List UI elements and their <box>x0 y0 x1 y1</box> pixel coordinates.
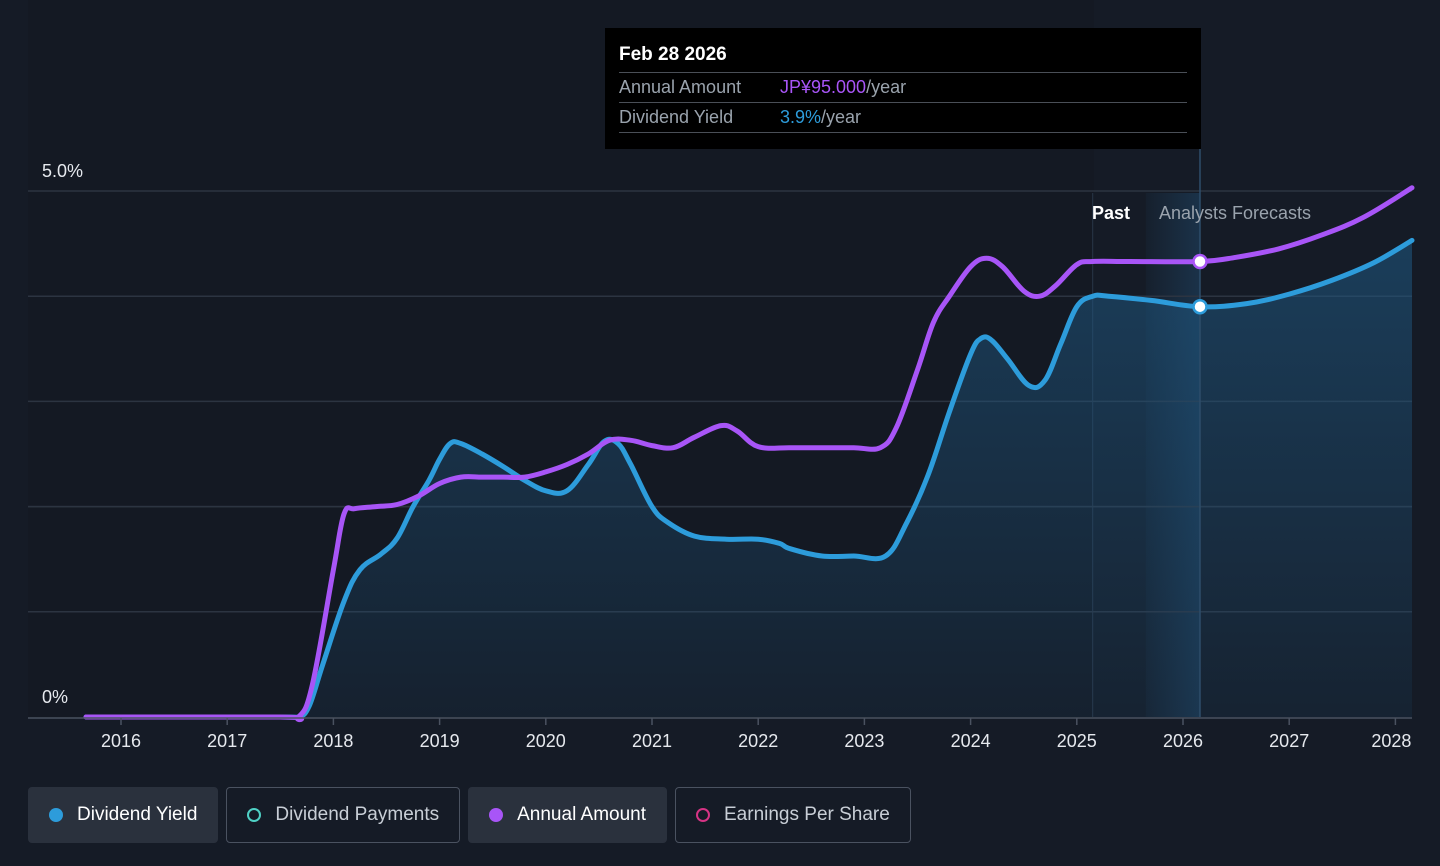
x-tick-label: 2024 <box>951 731 991 751</box>
tooltip-date: Feb 28 2026 <box>619 42 1187 73</box>
legend: Dividend Yield Dividend Payments Annual … <box>28 787 911 843</box>
series-line-dividend-yield <box>83 237 1415 721</box>
x-tick-label: 2027 <box>1269 731 1309 751</box>
y-tick-label: 5.0% <box>42 161 83 181</box>
x-tick-label: 2026 <box>1163 731 1203 751</box>
tooltip-label: Annual Amount <box>619 77 742 97</box>
tooltip-label: Dividend Yield <box>619 107 734 127</box>
past-label: Past <box>1092 203 1130 223</box>
tooltip-value: 3.9% <box>780 107 822 127</box>
legend-label: Earnings Per Share <box>724 804 890 825</box>
legend-label: Dividend Payments <box>275 804 440 825</box>
y-axis-labels: 5.0% 0% <box>42 161 83 707</box>
legend-annual-amount[interactable]: Annual Amount <box>468 787 667 843</box>
legend-label: Dividend Yield <box>77 804 198 825</box>
x-tick-label: 2022 <box>738 731 778 751</box>
x-tick-label: 2018 <box>313 731 353 751</box>
legend-label: Annual Amount <box>517 804 646 825</box>
legend-dot-icon <box>489 808 504 822</box>
highlight-point <box>1192 253 1208 270</box>
x-tick-label: 2019 <box>420 731 460 751</box>
x-tick-label: 2016 <box>101 731 141 751</box>
tooltip-row-annual-amount: Annual Amount JP¥95.000/year <box>619 73 1187 103</box>
legend-dividend-payments[interactable]: Dividend Payments <box>226 787 461 843</box>
tooltip-unit: /year <box>821 107 862 127</box>
legend-dot-icon <box>49 808 63 822</box>
tooltip-row-dividend-yield: Dividend Yield 3.9%/year <box>619 103 1187 133</box>
tooltip: Feb 28 2026 Annual Amount JP¥95.000/year… <box>605 28 1201 149</box>
x-tick-label: 2021 <box>632 731 672 751</box>
y-tick-label: 0% <box>42 687 68 707</box>
x-tick-label: 2028 <box>1371 731 1411 751</box>
tooltip-value: JP¥95.000 <box>780 77 867 97</box>
legend-ring-icon <box>696 808 710 822</box>
legend-dividend-yield[interactable]: Dividend Yield <box>28 787 219 843</box>
legend-ring-icon <box>247 808 262 822</box>
x-tick-label: 2020 <box>526 731 566 751</box>
x-axis-ticks: 2016 2017 2018 2019 2020 2021 2022 2023 2024 2025… <box>101 718 1411 751</box>
legend-earnings-per-share[interactable]: Earnings Per Share <box>675 787 911 843</box>
forecast-label: Analysts Forecasts <box>1159 203 1311 223</box>
x-tick-label: 2023 <box>844 731 884 751</box>
highlight-point <box>1192 298 1208 315</box>
x-tick-label: 2017 <box>207 731 247 751</box>
dividend-yield-area <box>85 240 1413 718</box>
series-line-annual-amount <box>83 185 1415 723</box>
highlight-markers <box>1192 253 1208 315</box>
x-tick-label: 2025 <box>1057 731 1097 751</box>
tooltip-unit: /year <box>866 77 907 97</box>
